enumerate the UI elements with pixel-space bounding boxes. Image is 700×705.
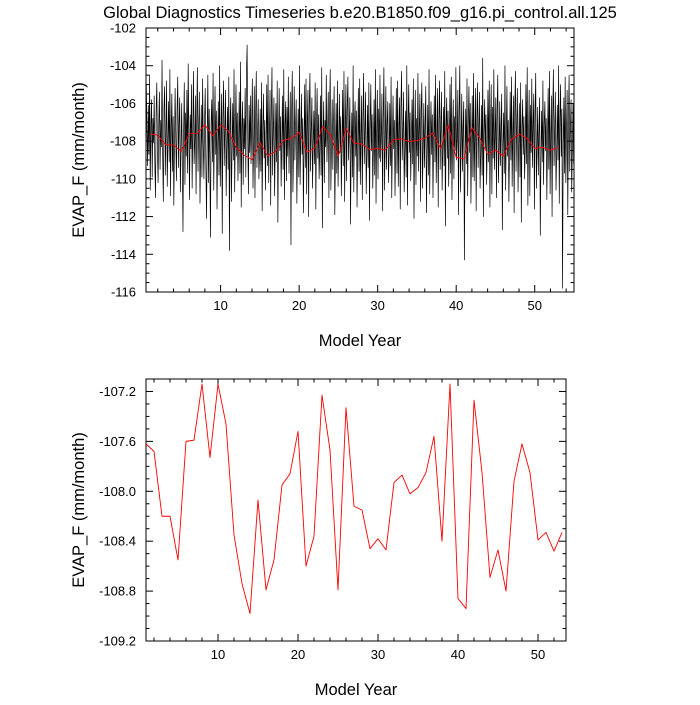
bottom-y-tick-label: -109.2 [99,634,136,649]
bottom-annual-series-line [145,383,563,614]
top-x-tick-label: 20 [292,298,306,313]
chart-title: Global Diagnostics Timeseries b.e20.B185… [103,4,617,22]
top-monthly-series-line [145,44,575,289]
top-x-tick-label: 30 [370,298,384,313]
bottom-y-axis-label: EVAP_F (mm/month) [70,432,88,588]
bottom-x-axis-label: Model Year [315,681,398,699]
bottom-x-tick-label: 10 [211,647,225,662]
top-y-tick-label: -102 [110,21,136,36]
top-x-axis-label: Model Year [319,332,402,350]
top-y-tick-label: -104 [110,58,136,73]
bottom-x-tick-label: 50 [531,647,545,662]
bottom-y-tick-label: -107.2 [99,384,136,399]
top-y-tick-label: -108 [110,134,136,149]
bottom-x-tick-label: 20 [291,647,305,662]
top-annual-series-line [149,124,559,161]
bottom-plot-frame [145,378,567,642]
top-y-tick-label: -116 [111,285,136,300]
top-y-tick-label: -114 [111,247,136,262]
bottom-x-tick-label: 40 [451,647,465,662]
bottom-panel: 10 20 30 40 50 -109.2 -108.8 -108.4 -108.0 -107.6… [70,378,567,699]
top-y-axis-label: EVAP_F (mm/month) [70,82,88,238]
top-x-tick-label: 50 [527,298,541,313]
top-y-tick-label: -112 [111,209,136,224]
top-panel: 10 20 30 40 50 -116 -114 -112 -110 -108 -106 -104 -1… [70,21,575,350]
bottom-y-tick-label: -108.8 [99,584,136,599]
bottom-x-tick-label: 30 [371,647,385,662]
bottom-y-tick-label: -107.6 [99,434,136,449]
bottom-y-tick-label: -108.4 [99,534,136,549]
top-y-tick-label: -106 [110,96,136,111]
top-x-tick-label: 10 [213,298,227,313]
top-y-tick-label: -110 [111,171,136,186]
bottom-y-tick-label: -108.0 [99,484,136,499]
top-x-tick-label: 40 [449,298,463,313]
